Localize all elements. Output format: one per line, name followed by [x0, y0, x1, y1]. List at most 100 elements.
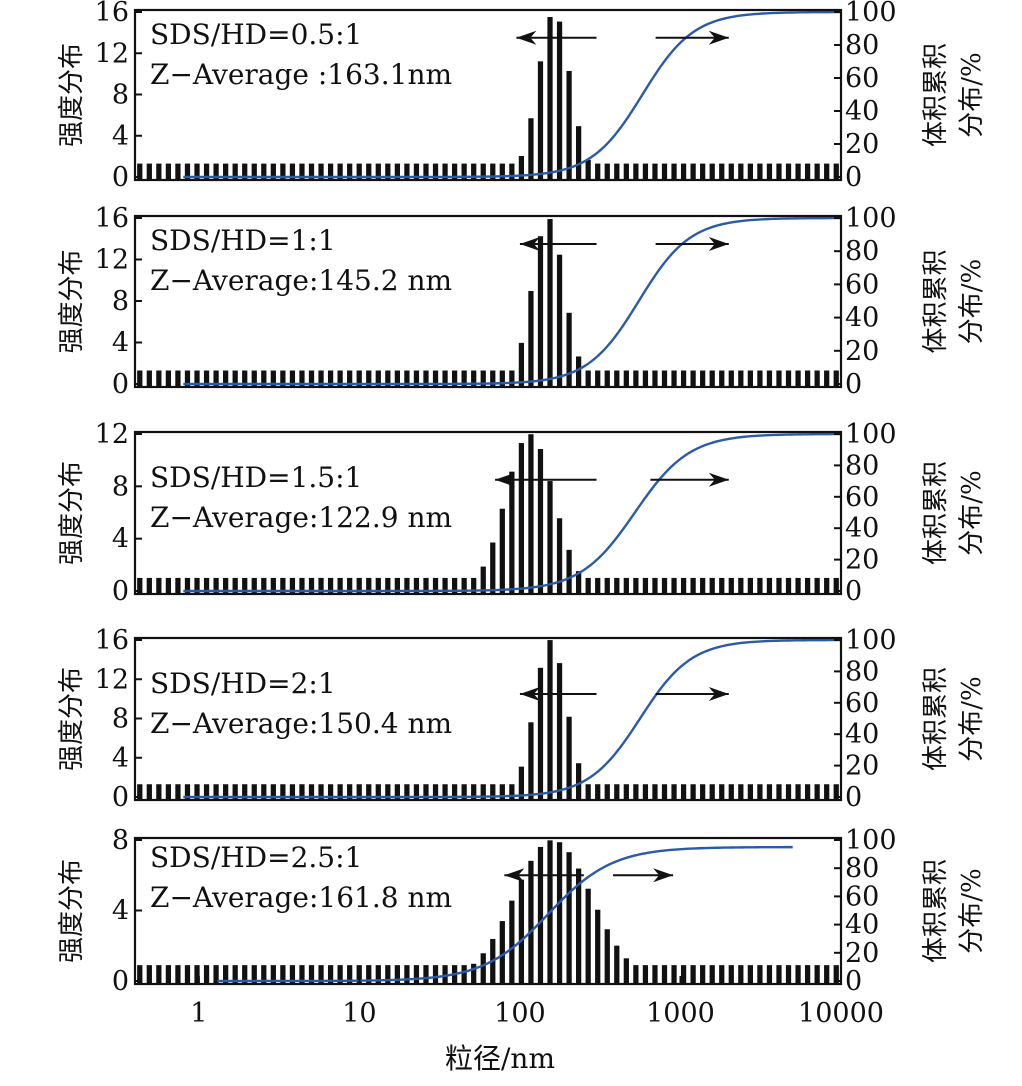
distribution-bar — [652, 163, 658, 180]
distribution-bar — [795, 577, 801, 594]
distribution-bar — [738, 965, 744, 984]
distribution-bar — [604, 163, 610, 180]
left-tick-label: 8 — [112, 471, 129, 502]
right-tick-label: 20 — [845, 129, 879, 160]
distribution-bar — [499, 921, 505, 984]
intensity-arrow-head — [504, 868, 525, 883]
distribution-bar — [614, 945, 620, 984]
distribution-bar — [728, 965, 734, 984]
distribution-bar — [213, 370, 219, 387]
distribution-bar — [356, 370, 362, 387]
distribution-bar — [547, 17, 553, 180]
distribution-bar — [165, 965, 172, 984]
distribution-bar — [680, 163, 687, 180]
distribution-bar — [327, 784, 334, 800]
distribution-bar — [413, 784, 420, 800]
distribution-bar — [289, 577, 296, 594]
distribution-bar — [576, 356, 582, 387]
distribution-bar — [480, 370, 486, 387]
distribution-bar — [327, 370, 334, 387]
distribution-bar — [347, 784, 353, 800]
distribution-bar — [642, 163, 649, 180]
distribution-bar — [203, 577, 210, 594]
distribution-bar — [213, 965, 219, 984]
left-tick-label: 12 — [95, 245, 129, 276]
distribution-bar — [308, 163, 315, 180]
distribution-bar — [642, 965, 649, 984]
distribution-bar — [261, 965, 267, 984]
left-tick-label: 0 — [112, 966, 129, 997]
distribution-bar — [576, 126, 582, 180]
distribution-bar — [585, 888, 591, 984]
distribution-bar — [385, 370, 391, 387]
distribution-bar — [366, 370, 372, 387]
distribution-bar — [471, 577, 477, 594]
left-tick-label: 12 — [95, 419, 129, 450]
x-tick-label: 1 — [190, 998, 207, 1029]
distribution-bar — [680, 965, 687, 984]
distribution-bar — [595, 370, 601, 387]
distribution-bar — [242, 370, 248, 387]
distribution-bar — [719, 784, 725, 800]
distribution-bar — [556, 518, 563, 594]
distribution-bar — [604, 784, 610, 800]
distribution-bar — [700, 965, 706, 984]
distribution-bar — [814, 577, 820, 594]
right-tick-label: 100 — [845, 419, 897, 450]
distribution-bar — [194, 965, 200, 984]
distribution-bar — [642, 370, 649, 387]
distribution-bar — [757, 965, 763, 984]
x-tick-label: 10000 — [798, 998, 884, 1029]
distribution-bar — [432, 965, 439, 984]
distribution-bar — [337, 784, 343, 800]
distribution-bar — [700, 163, 706, 180]
distribution-bar — [156, 965, 162, 984]
distribution-bar — [804, 577, 811, 594]
distribution-bar — [137, 370, 143, 387]
panel-annotation-ratio: SDS/HD=0.5:1 — [150, 18, 362, 51]
distribution-bar — [251, 577, 257, 594]
panel-annotation-ratio: SDS/HD=1:1 — [150, 224, 336, 257]
distribution-bar — [556, 254, 563, 387]
distribution-bar — [576, 763, 582, 800]
right-axis-label-line1: 体积累积 — [921, 859, 951, 963]
cumulative-arrow-head — [708, 236, 729, 251]
distribution-bar — [337, 370, 343, 387]
distribution-bar — [413, 577, 420, 594]
distribution-bar — [604, 577, 610, 594]
distribution-bar — [776, 370, 782, 387]
distribution-bar — [614, 577, 620, 594]
distribution-bar — [719, 163, 725, 180]
distribution-bar — [175, 163, 181, 180]
distribution-bar — [347, 965, 353, 984]
distribution-bar — [299, 965, 305, 984]
distribution-bar — [671, 784, 677, 800]
distribution-bar — [671, 577, 677, 594]
distribution-bar — [795, 163, 801, 180]
distribution-bar — [156, 370, 162, 387]
distribution-bar — [604, 929, 610, 984]
left-tick-label: 4 — [112, 524, 129, 555]
distribution-bar — [566, 70, 572, 180]
distribution-bar — [413, 965, 420, 984]
distribution-bar — [709, 577, 715, 594]
distribution-bar — [404, 577, 410, 594]
x-axis-label: 粒径/nm — [445, 1042, 555, 1075]
distribution-bar — [614, 784, 620, 800]
distribution-bar — [518, 342, 525, 387]
distribution-bar — [509, 784, 515, 800]
distribution-bar — [146, 577, 152, 594]
distribution-bar — [308, 577, 315, 594]
distribution-bar — [623, 370, 629, 387]
distribution-bar — [184, 163, 191, 180]
left-axis-label: 强度分布 — [57, 461, 87, 565]
distribution-bar — [165, 163, 172, 180]
distribution-bar — [690, 577, 696, 594]
right-axis-label-line2: 分布/% — [957, 676, 987, 761]
distribution-bar — [261, 370, 267, 387]
left-tick-label: 0 — [112, 162, 129, 193]
distribution-bar — [270, 577, 276, 594]
distribution-bar — [356, 784, 362, 800]
